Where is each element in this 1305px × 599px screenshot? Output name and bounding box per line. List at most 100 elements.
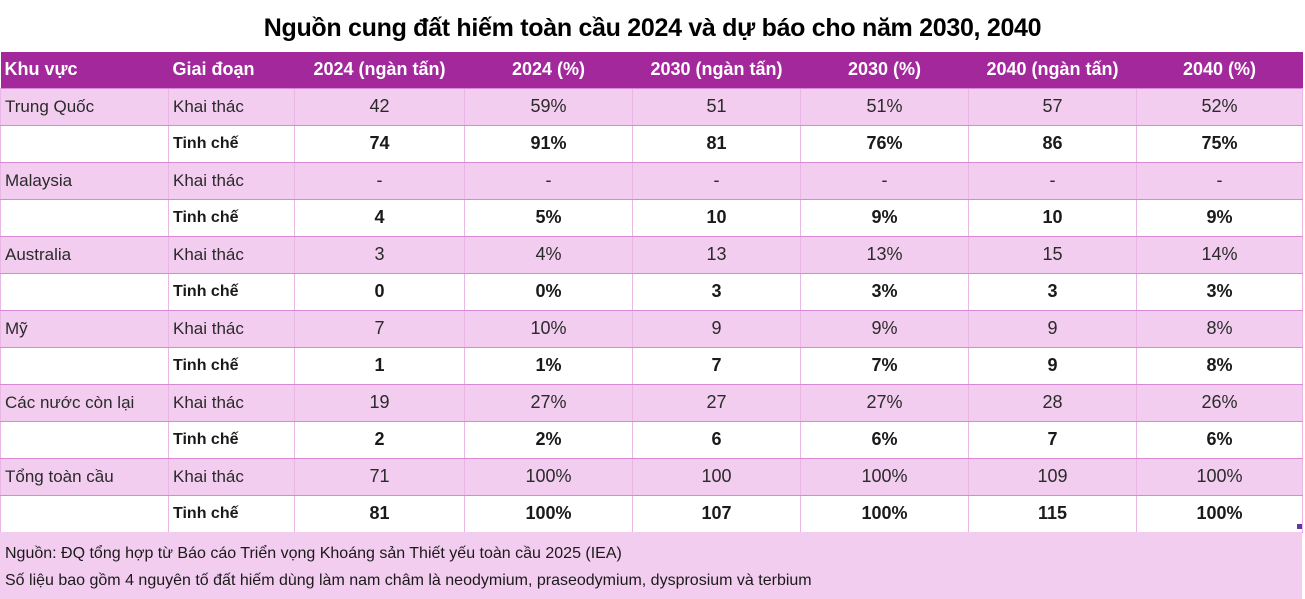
value-2040-percent-cell: 3% — [1136, 272, 1303, 311]
page-title: Nguồn cung đất hiếm toàn cầu 2024 và dự … — [263, 14, 1042, 42]
value-2024-tonnes-cell: 74 — [294, 124, 465, 163]
value-2040-tonnes-cell: 15 — [968, 235, 1137, 274]
header-2024-percent: 2024 (%) — [511, 59, 586, 80]
region-cell — [0, 198, 169, 237]
value-2030-tonnes-cell: 81 — [632, 124, 801, 163]
value-2024-percent-cell: 27% — [464, 383, 633, 422]
value-2030-percent-cell: 27% — [800, 383, 969, 422]
header-2040-percent: 2040 (%) — [1182, 59, 1257, 80]
table-row: Tinh chế 4 5% 10 9% 10 9% — [0, 198, 1303, 237]
table-row: Malaysia Khai thác - - - - - - — [0, 161, 1303, 200]
region-cell: Tổng toàn cầu — [0, 457, 169, 496]
table-row: Australia Khai thác 3 4% 13 13% 15 14% — [0, 235, 1303, 274]
stage-cell: Tinh chế — [168, 124, 295, 163]
value-2024-percent-cell: 0% — [464, 272, 633, 311]
region-cell — [0, 420, 169, 459]
value-2024-percent-cell: 2% — [464, 420, 633, 459]
header-2030-percent: 2030 (%) — [847, 59, 922, 80]
value-2040-percent-cell: 100% — [1136, 457, 1303, 496]
table-row: Tổng toàn cầu Khai thác 71 100% 100 100% 109 10… — [0, 457, 1303, 496]
stage-cell: Khai thác — [168, 457, 295, 496]
value-2024-percent-cell: 1% — [464, 346, 633, 385]
value-2030-percent-cell: 13% — [800, 235, 969, 274]
region-cell: Các nước còn lại — [0, 383, 169, 422]
value-2030-percent-cell: 100% — [800, 494, 969, 533]
value-2024-percent-cell: 4% — [464, 235, 633, 274]
value-2040-percent-cell: 8% — [1136, 346, 1303, 385]
table-row: Tinh chế 74 91% 81 76% 86 75% — [0, 124, 1303, 163]
value-2030-tonnes-cell: 100 — [632, 457, 801, 496]
region-cell — [0, 494, 169, 533]
value-2030-percent-cell: 7% — [800, 346, 969, 385]
value-2040-tonnes-cell: 9 — [968, 309, 1137, 348]
stage-cell: Khai thác — [168, 309, 295, 348]
region-cell: Australia — [0, 235, 169, 274]
value-2040-percent-cell: 9% — [1136, 198, 1303, 237]
value-2040-tonnes-cell: 3 — [968, 272, 1137, 311]
supply-table: Khu vực Giai đoạn 2024 (ngàn tấn) 2024 (… — [0, 52, 1303, 533]
table-row: Tinh chế 0 0% 3 3% 3 3% — [0, 272, 1303, 311]
stage-cell: Khai thác — [168, 383, 295, 422]
value-2040-tonnes-cell: 28 — [968, 383, 1137, 422]
value-2024-tonnes-cell: 81 — [294, 494, 465, 533]
header-2024-tonnes: 2024 (ngàn tấn) — [313, 59, 446, 80]
stage-cell: Tinh chế — [168, 272, 295, 311]
value-2024-tonnes-cell: 3 — [294, 235, 465, 274]
corner-marker — [1297, 524, 1302, 529]
value-2030-tonnes-cell: 10 — [632, 198, 801, 237]
header-2030-tonnes: 2030 (ngàn tấn) — [650, 59, 783, 80]
region-cell: Trung Quốc — [0, 87, 169, 126]
value-2030-tonnes-cell: 6 — [632, 420, 801, 459]
table-row: Các nước còn lại Khai thác 19 27% 27 27% 28 26% — [0, 383, 1303, 422]
table-header-row: Khu vực Giai đoạn 2024 (ngàn tấn) 2024 (… — [0, 52, 1303, 88]
stage-cell: Tinh chế — [168, 198, 295, 237]
region-cell — [0, 124, 169, 163]
stage-cell: Khai thác — [168, 235, 295, 274]
region-cell — [0, 346, 169, 385]
value-2040-percent-cell: 8% — [1136, 309, 1303, 348]
value-2030-tonnes-cell: 3 — [632, 272, 801, 311]
value-2024-percent-cell: 59% — [464, 87, 633, 126]
value-2030-tonnes-cell: 9 — [632, 309, 801, 348]
value-2040-tonnes-cell: 57 — [968, 87, 1137, 126]
value-2030-tonnes-cell: 107 — [632, 494, 801, 533]
value-2040-tonnes-cell: 10 — [968, 198, 1137, 237]
value-2024-tonnes-cell: 71 — [294, 457, 465, 496]
value-2030-tonnes-cell: 7 — [632, 346, 801, 385]
value-2030-percent-cell: 100% — [800, 457, 969, 496]
table-row: Tinh chế 2 2% 6 6% 7 6% — [0, 420, 1303, 459]
value-2030-percent-cell: 9% — [800, 309, 969, 348]
value-2040-tonnes-cell: 9 — [968, 346, 1137, 385]
table-body: Trung Quốc Khai thác 42 59% 51 51% 57 52% Tinh c… — [0, 87, 1303, 533]
header-2040-tonnes: 2040 (ngàn tấn) — [986, 59, 1119, 80]
value-2024-tonnes-cell: 19 — [294, 383, 465, 422]
value-2030-percent-cell: 6% — [800, 420, 969, 459]
value-2024-tonnes-cell: 7 — [294, 309, 465, 348]
value-2030-percent-cell: 76% — [800, 124, 969, 163]
stage-cell: Khai thác — [168, 161, 295, 200]
value-2040-tonnes-cell: 86 — [968, 124, 1137, 163]
value-2024-percent-cell: 100% — [464, 494, 633, 533]
value-2040-tonnes-cell: 115 — [968, 494, 1137, 533]
value-2040-percent-cell: - — [1136, 161, 1303, 200]
value-2024-percent-cell: - — [464, 161, 633, 200]
value-2024-tonnes-cell: - — [294, 161, 465, 200]
footnotes: Nguồn: ĐQ tổng hợp từ Báo cáo Triển vọng… — [0, 532, 1302, 599]
value-2040-percent-cell: 26% — [1136, 383, 1303, 422]
value-2040-percent-cell: 14% — [1136, 235, 1303, 274]
stage-cell: Tinh chế — [168, 420, 295, 459]
value-2024-percent-cell: 5% — [464, 198, 633, 237]
table-row: Trung Quốc Khai thác 42 59% 51 51% 57 52% — [0, 87, 1303, 126]
value-2030-tonnes-cell: - — [632, 161, 801, 200]
value-2024-tonnes-cell: 1 — [294, 346, 465, 385]
value-2024-tonnes-cell: 4 — [294, 198, 465, 237]
stage-cell: Tinh chế — [168, 494, 295, 533]
region-cell — [0, 272, 169, 311]
value-2030-percent-cell: 51% — [800, 87, 969, 126]
stage-cell: Khai thác — [168, 87, 295, 126]
scope-note: Số liệu bao gồm 4 nguyên tố đất hiếm dùn… — [5, 572, 812, 589]
value-2030-tonnes-cell: 13 — [632, 235, 801, 274]
source-note: Nguồn: ĐQ tổng hợp từ Báo cáo Triển vọng… — [5, 545, 622, 562]
stage-cell: Tinh chế — [168, 346, 295, 385]
value-2024-tonnes-cell: 42 — [294, 87, 465, 126]
